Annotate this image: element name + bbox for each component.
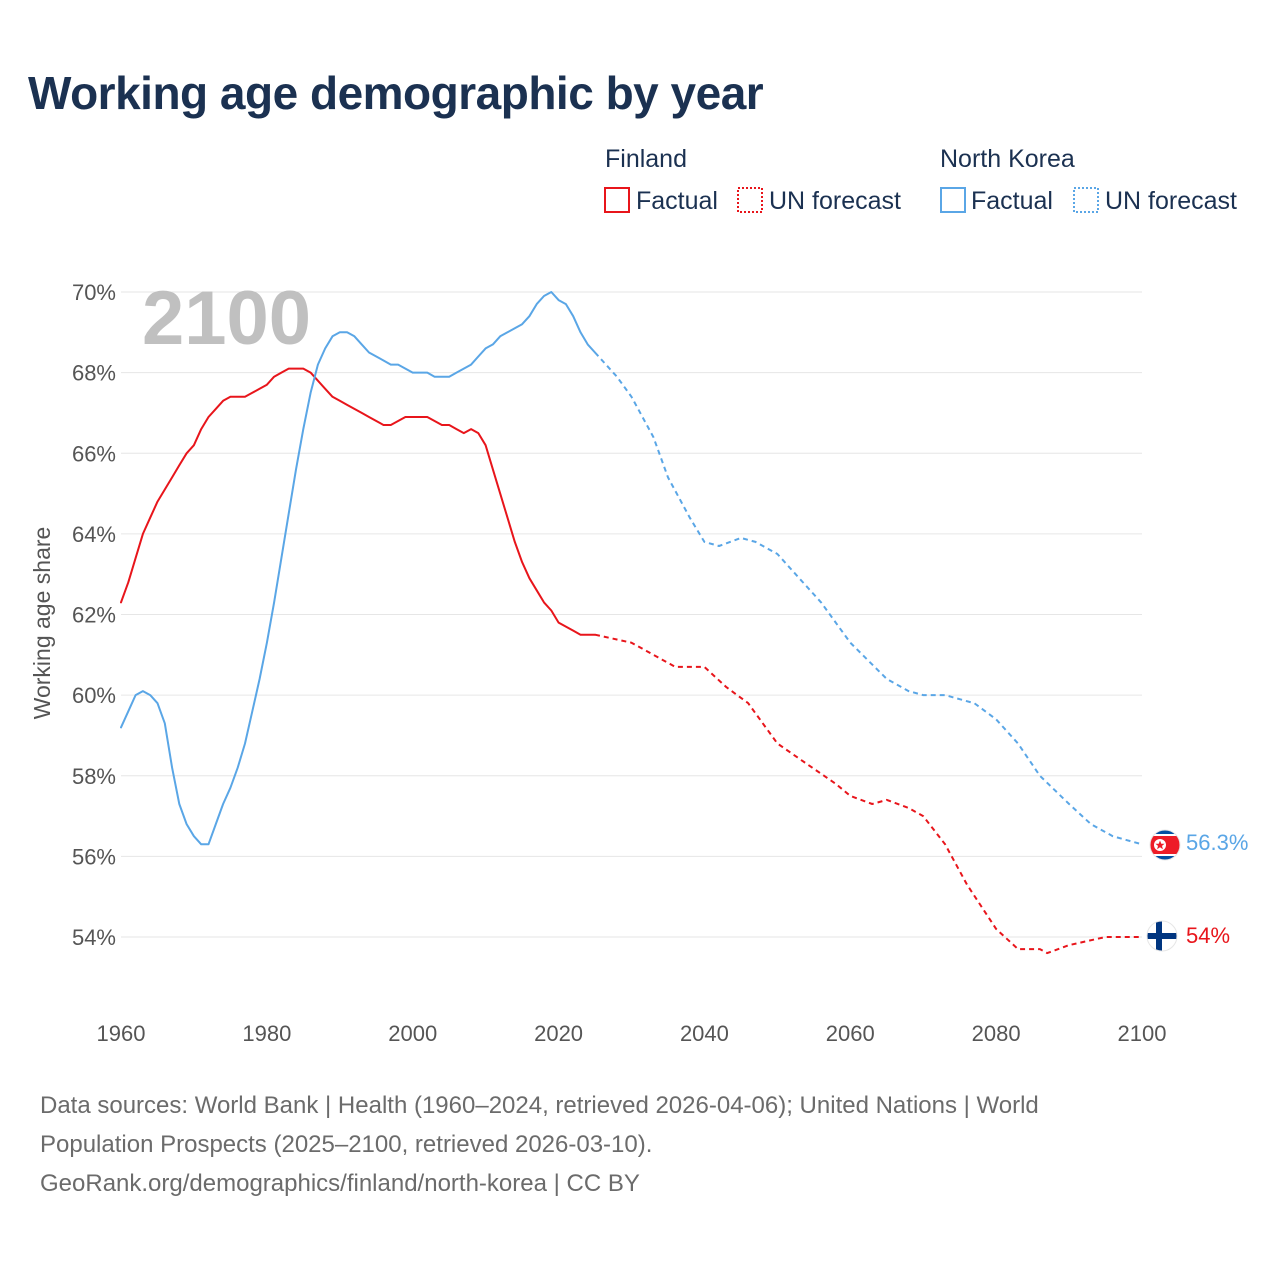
series-north-korea-factual[interactable] [120, 291, 596, 846]
chart-title: Working age demographic by year [28, 67, 764, 119]
y-tick-62: 62% [72, 603, 116, 628]
legend-label-north-korea-forecast[interactable]: UN forecast [1105, 187, 1237, 215]
legend-label-north-korea-factual[interactable]: Factual [971, 187, 1053, 215]
legend-swatch-north-korea-factual[interactable] [940, 187, 966, 213]
y-tick-70: 70% [72, 280, 116, 305]
end-label-north-korea: 56.3% [1186, 830, 1248, 855]
x-tick-1980: 1980 [242, 1021, 291, 1046]
footer-line-1: Data sources: World Bank | Health (1960–… [40, 1092, 1039, 1119]
end-label-finland: 54% [1186, 923, 1230, 948]
x-tick-2040: 2040 [680, 1021, 729, 1046]
y-axis-title: Working age share [29, 527, 55, 720]
y-tick-64: 64% [72, 522, 116, 547]
series-finland-factual[interactable] [120, 367, 596, 636]
y-tick-54: 54% [72, 925, 116, 950]
legend-swatch-north-korea-forecast[interactable] [1073, 187, 1099, 213]
finland-flag-icon [1146, 920, 1178, 952]
y-tick-66: 66% [72, 441, 116, 466]
y-tick-56: 56% [72, 844, 116, 869]
y-tick-68: 68% [72, 361, 116, 386]
series-finland-forecast[interactable] [594, 633, 1142, 955]
x-tick-2020: 2020 [534, 1021, 583, 1046]
north-korea-flag-icon [1149, 829, 1181, 861]
y-tick-60: 60% [72, 683, 116, 708]
x-tick-2080: 2080 [972, 1021, 1021, 1046]
footer-line-3[interactable]: GeoRank.org/demographics/finland/north-k… [40, 1170, 640, 1197]
legend-title-north-korea: North Korea [940, 145, 1075, 173]
y-tick-58: 58% [72, 764, 116, 789]
x-tick-2000: 2000 [388, 1021, 437, 1046]
legend-title-finland: Finland [605, 145, 687, 173]
legend-swatch-finland-factual[interactable] [604, 187, 630, 213]
gridlines [121, 291, 1142, 938]
footer-source: Data sources: World Bank | Health (1960–… [40, 1086, 1200, 1203]
x-tick-1960: 1960 [97, 1021, 146, 1046]
legend: Finland Factual UN forecast North Korea … [604, 145, 1237, 215]
x-tick-2060: 2060 [826, 1021, 875, 1046]
legend-label-finland-factual[interactable]: Factual [636, 187, 718, 215]
x-axis-ticks: 1960 1980 2000 2020 2040 2060 2080 2100 [97, 1021, 1167, 1046]
series-layer [120, 291, 1143, 955]
footer-line-2: Population Prospects (2025–2100, retriev… [40, 1131, 653, 1158]
legend-label-finland-forecast[interactable]: UN forecast [769, 187, 901, 215]
year-watermark: 2100 [142, 276, 311, 361]
y-axis-ticks: 54% 56% 58% 60% 62% 64% 66% 68% 70% [72, 280, 116, 950]
legend-swatch-finland-forecast[interactable] [737, 187, 763, 213]
series-north-korea-forecast[interactable] [594, 351, 1143, 846]
x-tick-2100: 2100 [1118, 1021, 1167, 1046]
